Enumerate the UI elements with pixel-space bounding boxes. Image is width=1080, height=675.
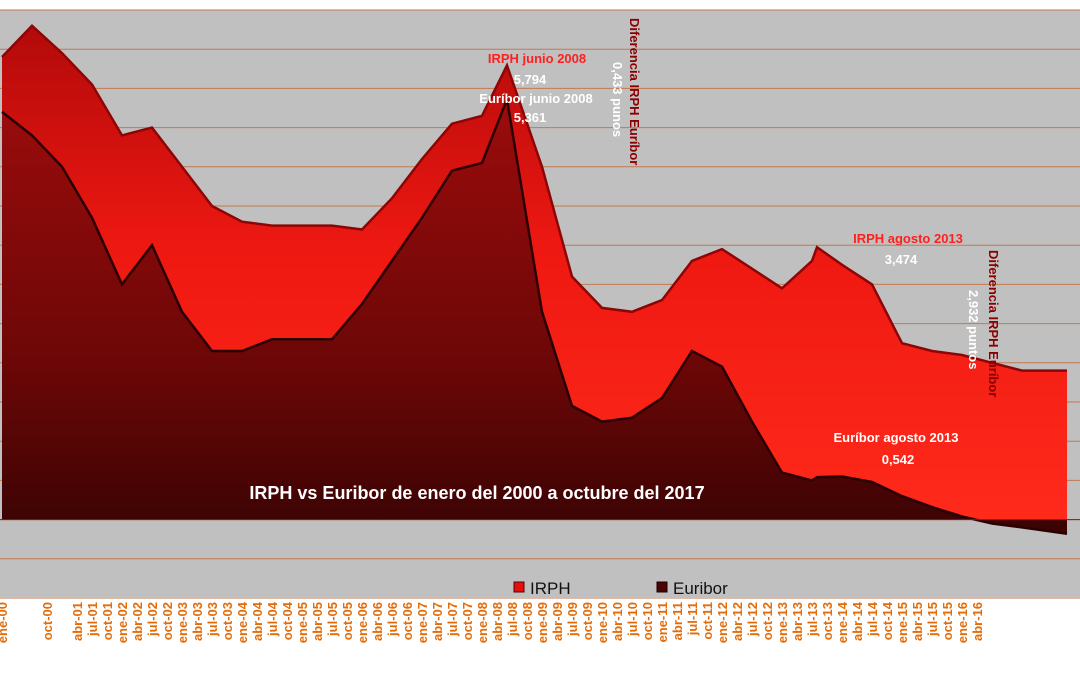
legend: IRPH Euribor — [513, 579, 728, 598]
x-tick-label: jul-13 — [805, 602, 820, 637]
x-tick-label: jul-01 — [85, 602, 100, 637]
x-tick-label: ene-12 — [715, 602, 730, 643]
x-tick-label: abr-02 — [130, 602, 145, 641]
x-tick-label: ene-07 — [415, 602, 430, 643]
x-tick-label: ene-16 — [955, 602, 970, 643]
euribor-2013-value: 0,542 — [882, 452, 915, 467]
x-tick-label: abr-14 — [850, 601, 865, 641]
x-axis: ene-00 oct-00 abr-01 jul-01 oct-01 ene-02 abr-… — [0, 601, 985, 643]
x-tick-label: ene-05 — [295, 602, 310, 643]
line-irph — [1, 23, 1067, 372]
series-euribor — [1, 94, 1068, 535]
annotations: IRPH junio 2008 5,794 Euríbor junio 2008… — [479, 18, 1001, 467]
legend-swatch-euribor — [656, 581, 668, 593]
x-tick-label: oct-14 — [880, 601, 895, 640]
x-tick-label: abr-12 — [730, 602, 745, 641]
x-tick-label: jul-03 — [205, 602, 220, 637]
x-tick-label: jul-05 — [325, 602, 340, 637]
x-tick-label: oct-02 — [160, 602, 175, 640]
irph-2013-label: IRPH agosto 2013 — [853, 231, 963, 246]
x-tick-label: ene-09 — [535, 602, 550, 643]
x-tick-label: ene-08 — [475, 602, 490, 643]
x-tick-label: abr-03 — [190, 602, 205, 641]
x-tick-label: oct-11 — [700, 602, 715, 640]
x-tick-label: abr-05 — [310, 602, 325, 641]
x-tick-label: jul-12 — [745, 602, 760, 637]
chart-title: IRPH vs Euribor de enero del 2000 a octu… — [249, 483, 704, 503]
x-tick-label: abr-15 — [910, 602, 925, 641]
legend-label-irph: IRPH — [530, 579, 571, 598]
irph-2008-value: 5,794 — [514, 72, 547, 87]
x-tick-label: oct-10 — [640, 602, 655, 640]
x-tick-label: ene-15 — [895, 602, 910, 643]
x-tick-label: jul-08 — [505, 602, 520, 637]
x-tick-label: ene-11 — [655, 602, 670, 642]
x-tick-label: ene-03 — [175, 602, 190, 643]
x-tick-label: oct-04 — [280, 601, 295, 640]
area-euribor — [2, 99, 1067, 534]
x-tick-label: oct-01 — [100, 602, 115, 640]
x-tick-label: oct-12 — [760, 602, 775, 640]
euribor-2008-label: Euríbor junio 2008 — [479, 91, 592, 106]
x-tick-label: oct-00 — [40, 602, 55, 640]
x-tick-label: ene-13 — [775, 602, 790, 643]
x-tick-label: oct-03 — [220, 602, 235, 640]
x-tick-label: abr-11 — [670, 602, 685, 640]
x-tick-label: jul-09 — [565, 602, 580, 637]
x-tick-label: ene-04 — [235, 601, 250, 643]
x-tick-label: ene-02 — [115, 602, 130, 643]
x-tick-label: abr-08 — [490, 602, 505, 641]
x-tick-label: ene-00 — [0, 602, 10, 643]
x-tick-label: ene-14 — [835, 601, 850, 643]
x-tick-label: abr-06 — [370, 602, 385, 641]
chart-areas — [0, 23, 1080, 535]
legend-background — [0, 575, 1080, 598]
x-tick-label: jul-15 — [925, 602, 940, 637]
x-tick-label: ene-10 — [595, 602, 610, 643]
line-euribor — [1, 94, 1068, 535]
legend-label-euribor: Euribor — [673, 579, 728, 598]
x-tick-label: jul-02 — [145, 602, 160, 637]
x-tick-label: abr-07 — [430, 602, 445, 641]
x-tick-label: oct-06 — [400, 602, 415, 640]
x-tick-label: jul-06 — [385, 602, 400, 637]
euribor-2008-value: 5,361 — [514, 110, 547, 125]
legend-swatch-irph — [513, 581, 525, 593]
x-tick-label: jul-07 — [445, 602, 460, 637]
x-tick-label: jul-04 — [265, 601, 280, 637]
x-tick-label: abr-01 — [70, 602, 85, 641]
x-tick-label: oct-13 — [820, 602, 835, 640]
x-tick-label: ene-06 — [355, 602, 370, 643]
irph-2008-label: IRPH junio 2008 — [488, 51, 586, 66]
irph-2013-value: 3,474 — [885, 252, 918, 267]
x-tick-label: abr-10 — [610, 602, 625, 641]
x-tick-label: jul-11 — [685, 602, 700, 636]
x-tick-label: oct-05 — [340, 602, 355, 640]
diff-2008-value: 0,433 punos — [610, 62, 625, 137]
diff-2013-value: 2,932 puntos — [966, 290, 981, 369]
x-tick-label: oct-08 — [520, 602, 535, 640]
euribor-2013-label: Euríbor agosto 2013 — [834, 430, 959, 445]
x-tick-label: oct-15 — [940, 602, 955, 640]
x-tick-label: jul-14 — [865, 601, 880, 637]
x-tick-label: oct-09 — [580, 602, 595, 640]
x-tick-label: abr-04 — [250, 601, 265, 641]
x-tick-label: oct-07 — [460, 602, 475, 640]
x-tick-label: abr-16 — [970, 602, 985, 641]
x-tick-label: jul-10 — [625, 602, 640, 637]
diff-2013-label: Diferencia IRPH Euríbor — [986, 250, 1001, 397]
x-tick-label: abr-09 — [550, 602, 565, 641]
diff-2008-label: Diferencia IRPH Euríbor — [627, 18, 642, 165]
x-tick-label: abr-13 — [790, 602, 805, 641]
